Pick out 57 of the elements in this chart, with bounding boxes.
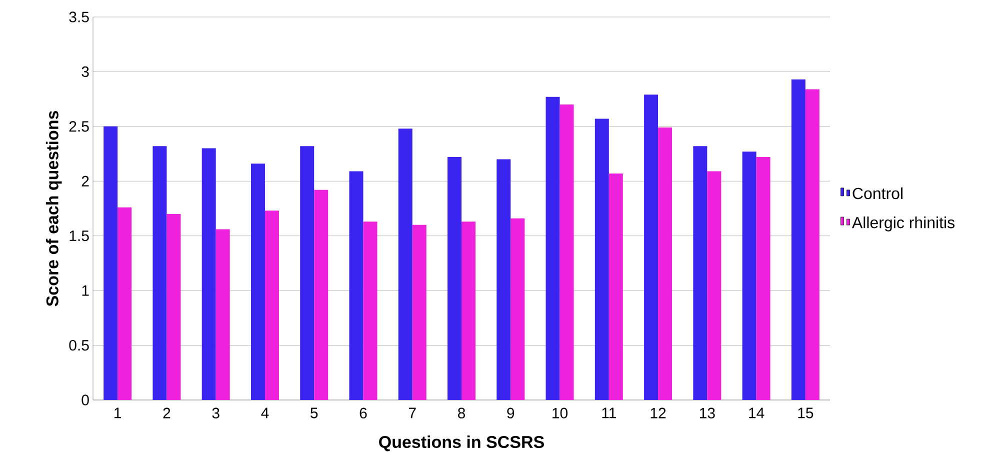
x-tick-label: 10 [552,408,568,418]
y-tick-label: 1.5 [70,230,89,242]
y-tick-label: 1 [82,285,89,296]
legend-label: Allergic rhinitis [852,216,954,232]
bar [264,210,279,400]
bar [742,152,756,400]
x-tick-label: 1 [114,408,122,418]
y-tick-label: 3 [82,66,89,78]
bar [594,118,609,400]
x-tick-label: 8 [458,408,466,418]
bar [152,146,167,400]
bar [496,159,511,400]
x-tick-label: 12 [650,408,666,418]
bar [202,148,216,400]
bar [462,222,476,400]
bar [363,222,378,400]
y-tick-label: 0 [82,394,89,406]
bar [448,157,462,400]
bar [608,173,623,400]
bar [104,126,118,400]
x-axis-title: Questions in SCSRS [379,436,544,452]
x-tick-label: 13 [700,408,715,418]
bar [118,207,132,400]
x-tick-label: 2 [163,408,170,418]
bar [166,214,181,400]
bar [546,96,560,400]
bar [300,146,314,400]
bar [510,218,525,400]
x-tick-label: 14 [749,408,764,418]
bar [314,190,328,400]
bar [560,104,574,400]
bar [791,79,806,400]
legend-label: Control [852,187,902,200]
y-tick-label: 2 [82,176,89,186]
y-tick-label: 3.5 [69,12,89,22]
x-tick-label: 15 [798,408,814,418]
y-tick-label: 2.5 [69,121,89,132]
y-axis-title: Score of each questions [46,110,62,306]
bar [693,146,708,400]
x-tick-label: 5 [310,408,318,418]
bar [658,128,672,400]
bar [412,224,426,400]
bar [805,89,820,400]
x-tick-label: 3 [212,408,220,418]
bar [349,171,364,400]
y-tick-label: 0.5 [69,340,89,351]
bar [250,164,265,400]
x-tick-label: 6 [360,408,367,418]
bar [398,128,412,400]
bar [644,94,658,400]
bar [707,171,722,400]
x-tick-label: 4 [261,408,269,418]
x-tick-label: 7 [408,408,416,418]
bar [756,157,770,400]
x-tick-label: 9 [507,408,514,418]
x-tick-label: 11 [602,408,616,418]
bar [216,229,230,400]
